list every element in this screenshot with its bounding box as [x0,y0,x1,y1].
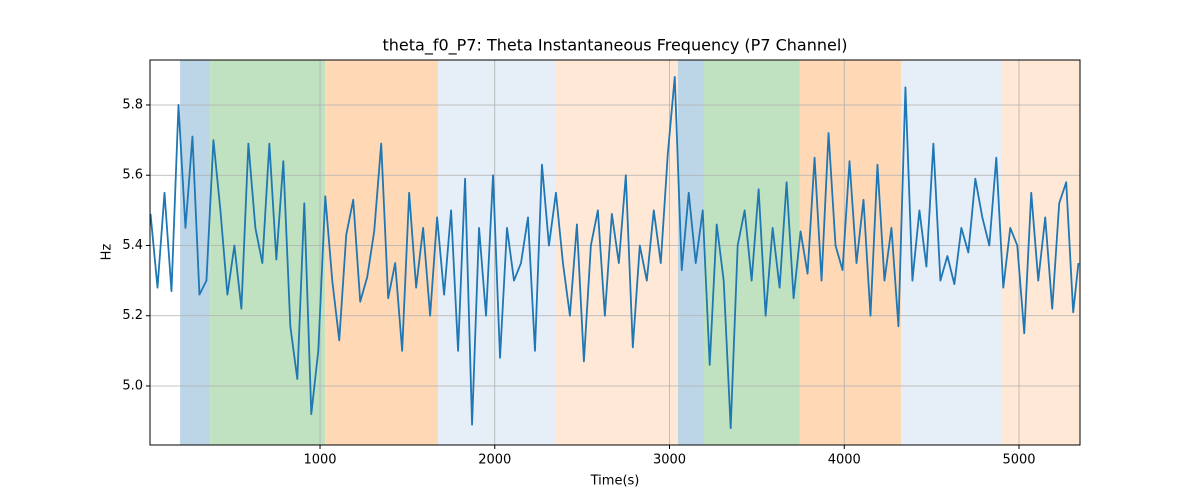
shaded-span [799,60,902,445]
shaded-span [437,60,556,445]
shaded-span [677,60,704,445]
y-tick-label: 5.0 [122,378,143,393]
y-tick-label: 5.4 [122,238,143,253]
x-tick-label: 2000 [478,453,511,468]
shaded-span [210,60,326,445]
x-tick-label: 1000 [303,453,336,468]
x-tick-label: 3000 [653,453,686,468]
shaded-span [325,60,438,445]
shaded-span [180,60,211,445]
x-axis-label: Time(s) [590,474,640,489]
y-tick-label: 5.8 [122,97,143,112]
data-line [149,75,1080,430]
plot-frame [149,59,1081,446]
y-tick-label: 5.2 [122,308,143,323]
shaded-span [703,60,800,445]
y-tick-label: 5.6 [122,168,143,183]
x-tick-label: 4000 [828,453,861,468]
x-tick-label: 5000 [1002,453,1035,468]
shaded-span [901,60,1003,445]
y-axis-label: Hz [100,244,115,261]
chart-title: theta_f0_P7: Theta Instantaneous Frequen… [382,36,847,56]
